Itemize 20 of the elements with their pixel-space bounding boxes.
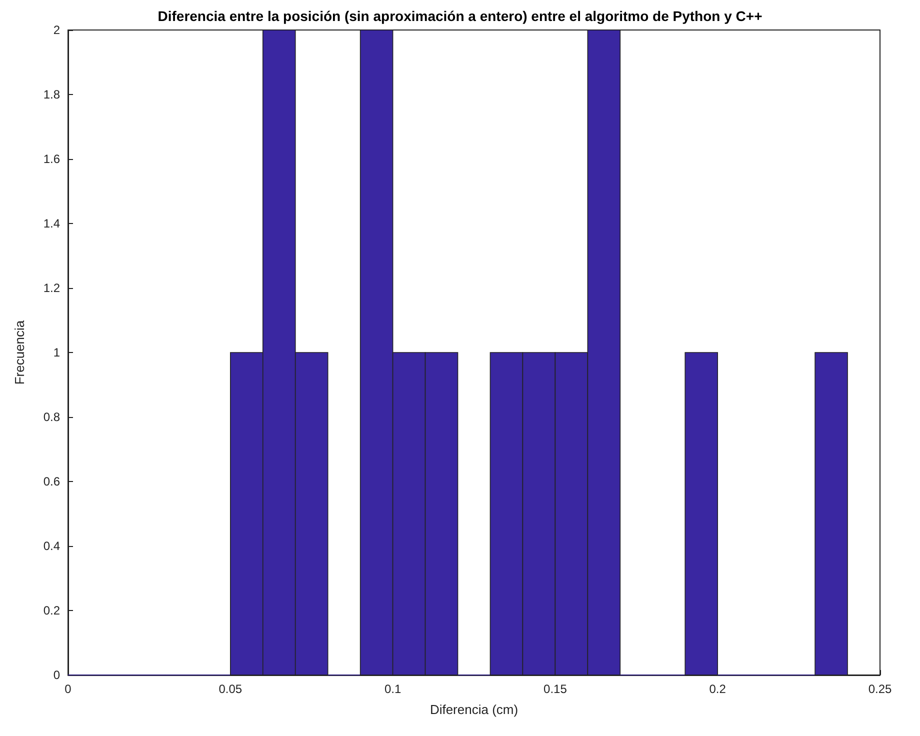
- y-tick-label: 0: [53, 668, 60, 682]
- x-tick-label: 0.1: [384, 682, 402, 696]
- y-tick-label: 0.2: [43, 604, 60, 618]
- chart-title: Diferencia entre la posición (sin aproximación a entero) entre el algoritmo de Python y C++: [158, 8, 762, 24]
- x-tick-label: 0.2: [709, 682, 726, 696]
- y-tick-label: 0.6: [43, 474, 60, 488]
- x-tick-label: 0: [64, 682, 72, 696]
- y-tick-label: 1.8: [43, 88, 60, 102]
- y-axis-title: Frecuencia: [12, 320, 27, 385]
- y-tick-label: 0.8: [43, 410, 60, 424]
- y-tick-label: 1.4: [43, 216, 60, 230]
- x-tick-label: 0.15: [544, 682, 568, 696]
- x-axis-title: Diferencia (cm): [430, 702, 518, 717]
- y-tick-label: 1.2: [43, 281, 60, 295]
- x-tick-label: 0.05: [218, 682, 242, 696]
- y-tick-label: 1: [53, 346, 60, 360]
- y-tick-label: 0.4: [43, 539, 60, 553]
- x-tick-label: 0.25: [868, 682, 892, 696]
- y-tick-label: 1.6: [43, 152, 60, 166]
- y-tick-label: 2: [53, 23, 60, 37]
